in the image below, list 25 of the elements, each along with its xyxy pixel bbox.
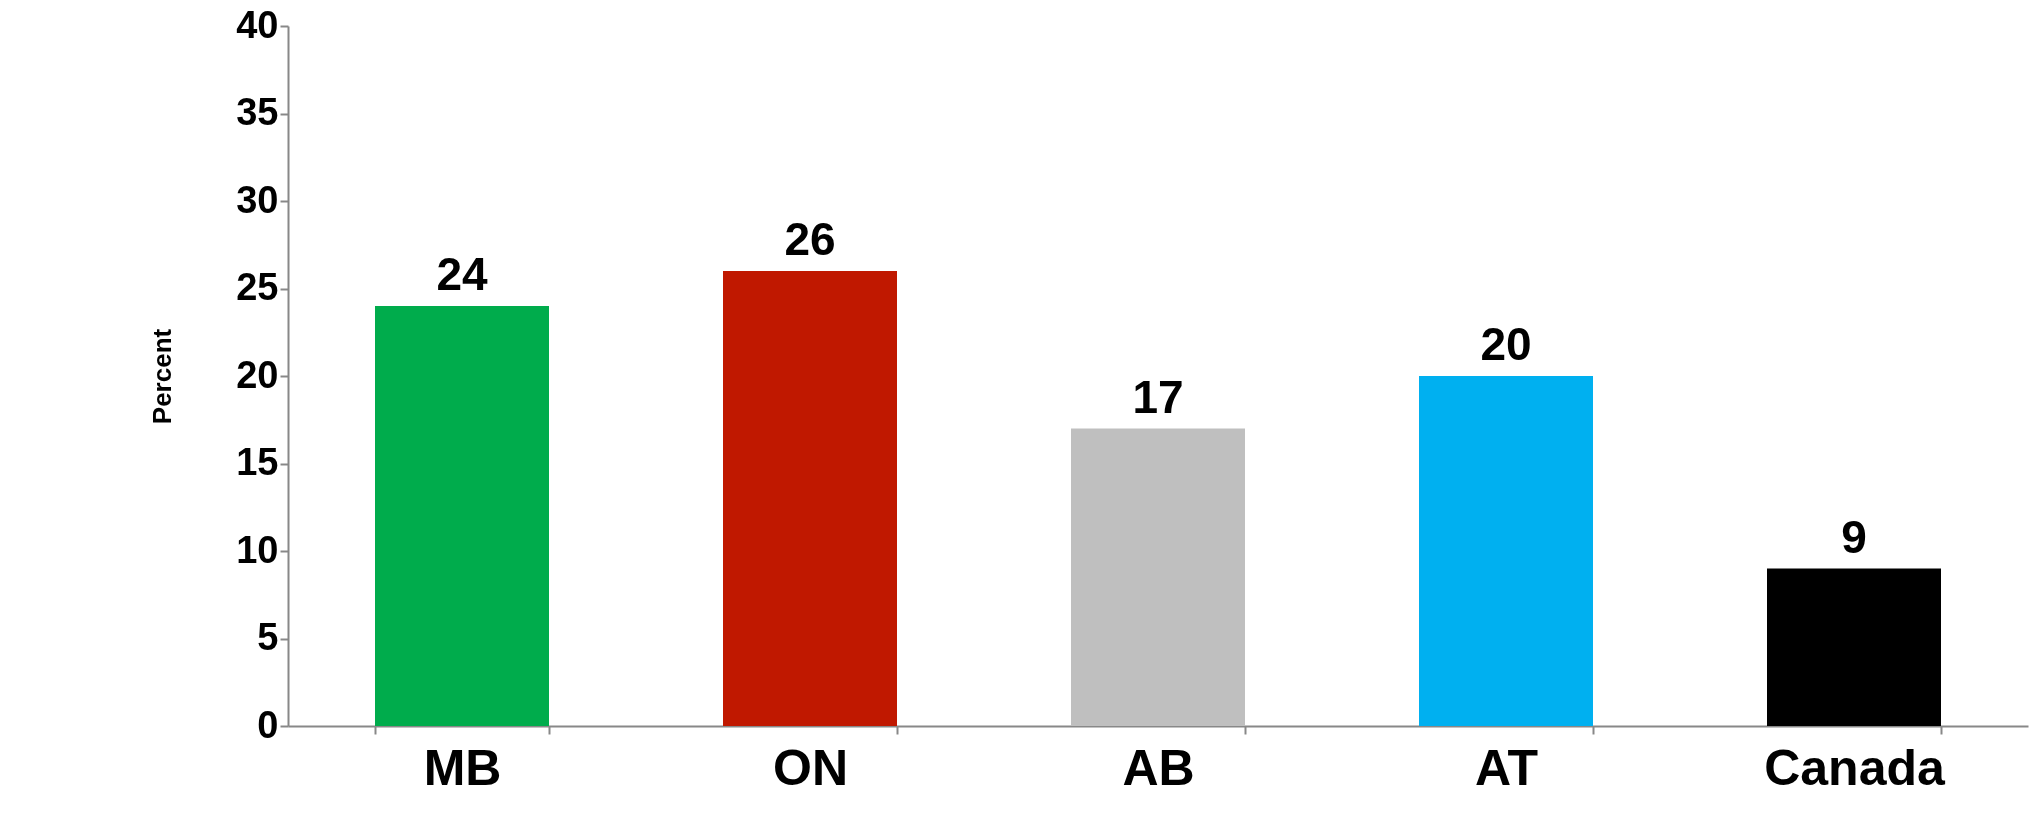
y-tick-label: 30 bbox=[236, 178, 279, 221]
y-tick-label: 0 bbox=[257, 703, 279, 746]
y-tick-label: 25 bbox=[236, 266, 279, 308]
y-tick-label: 20 bbox=[236, 353, 279, 396]
y-tick-label: 5 bbox=[257, 616, 279, 658]
y-tick-label: 10 bbox=[236, 528, 279, 571]
y-tick-label: 40 bbox=[236, 3, 279, 46]
bar bbox=[375, 306, 549, 726]
x-tick-label: ON bbox=[773, 739, 848, 796]
bar bbox=[723, 271, 897, 726]
y-tick-label: 35 bbox=[236, 91, 279, 133]
data-label: 26 bbox=[784, 213, 836, 265]
bar bbox=[1767, 568, 1941, 726]
data-label: 17 bbox=[1132, 370, 1184, 423]
x-tick-label: MB bbox=[423, 739, 502, 796]
data-label: 9 bbox=[1841, 510, 1867, 563]
x-tick-label: AB bbox=[1122, 739, 1195, 796]
bar bbox=[1071, 428, 1245, 726]
data-label: 24 bbox=[436, 248, 488, 300]
bar bbox=[1419, 376, 1593, 726]
y-tick-label: 15 bbox=[236, 441, 279, 483]
data-label: 20 bbox=[1480, 318, 1532, 370]
x-tick-label: AT bbox=[1475, 739, 1538, 796]
y-axis-title: Percent bbox=[147, 328, 178, 425]
x-tick-label: Canada bbox=[1764, 739, 1946, 796]
